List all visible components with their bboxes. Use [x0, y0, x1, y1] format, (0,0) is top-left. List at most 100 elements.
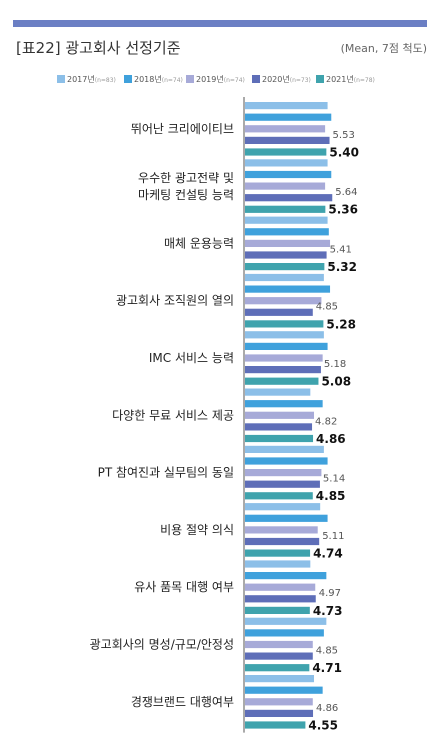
bar-4-2019년	[245, 297, 322, 305]
bar-6-2017년	[245, 388, 311, 396]
value-label-2020: 5.14	[323, 474, 345, 485]
bar-11-2018년	[245, 686, 323, 694]
category-label: 뛰어난 크리에이티브	[131, 122, 234, 136]
value-label-2020: 5.11	[322, 531, 344, 542]
category-label-line: 마케팅 컨설팅 능력	[138, 188, 234, 202]
bar-10-2020년	[245, 652, 313, 660]
legend-label-2: 2018년(n=74)	[134, 74, 183, 84]
value-label-2021: 5.36	[328, 203, 358, 217]
bar-9-2021년	[245, 606, 310, 614]
value-label-2021: 5.40	[329, 145, 359, 159]
bar-6-2020년	[245, 423, 313, 431]
bar-5-2017년	[245, 331, 324, 339]
category-label: 광고회사의 명성/규모/안정성	[90, 638, 234, 652]
bar-5-2019년	[245, 354, 323, 362]
bar-10-2021년	[245, 664, 310, 672]
bar-2-2021년	[245, 205, 326, 213]
value-label-2020: 4.97	[319, 588, 341, 599]
value-label-2020: 4.82	[315, 416, 337, 427]
category-label-line: 유사 품목 대행 여부	[134, 579, 234, 594]
value-label-2021: 4.74	[313, 547, 343, 561]
category-label-line: 광고회사의 명성/규모/안정성	[90, 638, 234, 652]
bar-3-2019년	[245, 239, 331, 247]
value-label-2020: 4.85	[316, 302, 338, 313]
category-label-line: 다양한 무료 서비스 제공	[112, 408, 234, 422]
category-label: IMC 서비스 능력	[149, 351, 234, 365]
bar-6-2019년	[245, 411, 315, 419]
bar-8-2019년	[245, 526, 318, 534]
legend-swatch-2	[124, 75, 132, 83]
bar-1-2021년	[245, 148, 327, 156]
value-label-2021: 4.86	[316, 432, 346, 446]
bar-1-2019년	[245, 125, 326, 133]
legend-label-4: 2020년(n=73)	[262, 74, 311, 84]
legend-n: (n=74)	[162, 77, 183, 84]
value-label-2020: 5.64	[335, 187, 357, 198]
bar-5-2018년	[245, 342, 328, 350]
bar-2-2020년	[245, 194, 333, 202]
bar-8-2017년	[245, 503, 321, 511]
category-label-line: IMC 서비스 능력	[149, 351, 234, 365]
legend-year: 2021년	[326, 74, 354, 84]
category-label: PT 참여진과 실무팀의 동일	[98, 466, 234, 480]
bar-6-2018년	[245, 400, 323, 408]
value-label-2021: 4.85	[316, 489, 346, 503]
chart-subtitle: (Mean, 7점 척도)	[340, 42, 427, 55]
legend-swatch-4	[252, 75, 260, 83]
bar-3-2017년	[245, 216, 328, 224]
value-label-2021: 5.32	[327, 260, 357, 274]
category-label-line: 비용 절약 의식	[160, 522, 234, 537]
legend-swatch-3	[186, 75, 194, 83]
bar-1-2018년	[245, 113, 332, 121]
value-label-2020: 5.18	[324, 359, 346, 370]
value-label-2020: 5.41	[330, 244, 352, 255]
category-label: 매체 운용능력	[164, 236, 234, 250]
legend-year: 2017년	[67, 74, 95, 84]
bar-9-2018년	[245, 572, 327, 580]
title-bar-accent	[13, 20, 427, 27]
bar-3-2018년	[245, 228, 329, 236]
legend-year: 2019년	[196, 74, 224, 84]
value-label-2021: 4.55	[308, 718, 338, 732]
bar-10-2017년	[245, 617, 327, 625]
bar-4-2021년	[245, 320, 324, 328]
bar-10-2018년	[245, 629, 324, 637]
bar-7-2017년	[245, 445, 324, 453]
value-label-2021: 5.28	[326, 317, 356, 331]
bar-3-2020년	[245, 251, 327, 259]
bar-8-2020년	[245, 537, 320, 546]
bar-7-2020년	[245, 480, 320, 488]
bar-11-2020년	[245, 709, 314, 717]
bar-1-2017년	[245, 102, 328, 110]
chart-title: [표22] 광고회사 선정기준	[16, 39, 181, 57]
bar-11-2021년	[245, 721, 306, 729]
bar-9-2020년	[245, 595, 316, 603]
legend-label-1: 2017년(n=83)	[67, 74, 116, 84]
bar-8-2018년	[245, 514, 328, 522]
category-label-line: 우수한 광고전략 및	[138, 171, 234, 185]
legend-n: (n=74)	[224, 77, 245, 84]
category-label-line: 광고회사 조직원의 열의	[116, 294, 234, 308]
category-label-line: 뛰어난 크리에이티브	[131, 122, 234, 136]
legend-n: (n=73)	[290, 77, 311, 84]
bar-2-2017년	[245, 159, 328, 167]
legend-n: (n=78)	[354, 77, 375, 84]
legend-year: 2018년	[134, 74, 162, 84]
bar-4-2020년	[245, 308, 313, 316]
value-label-2021: 4.71	[312, 661, 342, 675]
value-label-2020: 4.86	[316, 703, 338, 714]
legend-swatch-1	[57, 75, 65, 83]
bar-11-2019년	[245, 698, 313, 706]
legend-label-3: 2019년(n=74)	[196, 74, 245, 84]
bar-4-2017년	[245, 273, 324, 282]
category-label: 유사 품목 대행 여부	[134, 579, 234, 594]
value-label-2020: 4.85	[316, 646, 338, 657]
bar-5-2020년	[245, 366, 321, 374]
bar-10-2019년	[245, 640, 313, 649]
bar-11-2017년	[245, 675, 315, 683]
bar-4-2018년	[245, 285, 331, 293]
category-label: 광고회사 조직원의 열의	[116, 294, 234, 308]
bar-3-2021년	[245, 263, 325, 271]
legend-year: 2020년	[262, 74, 290, 84]
